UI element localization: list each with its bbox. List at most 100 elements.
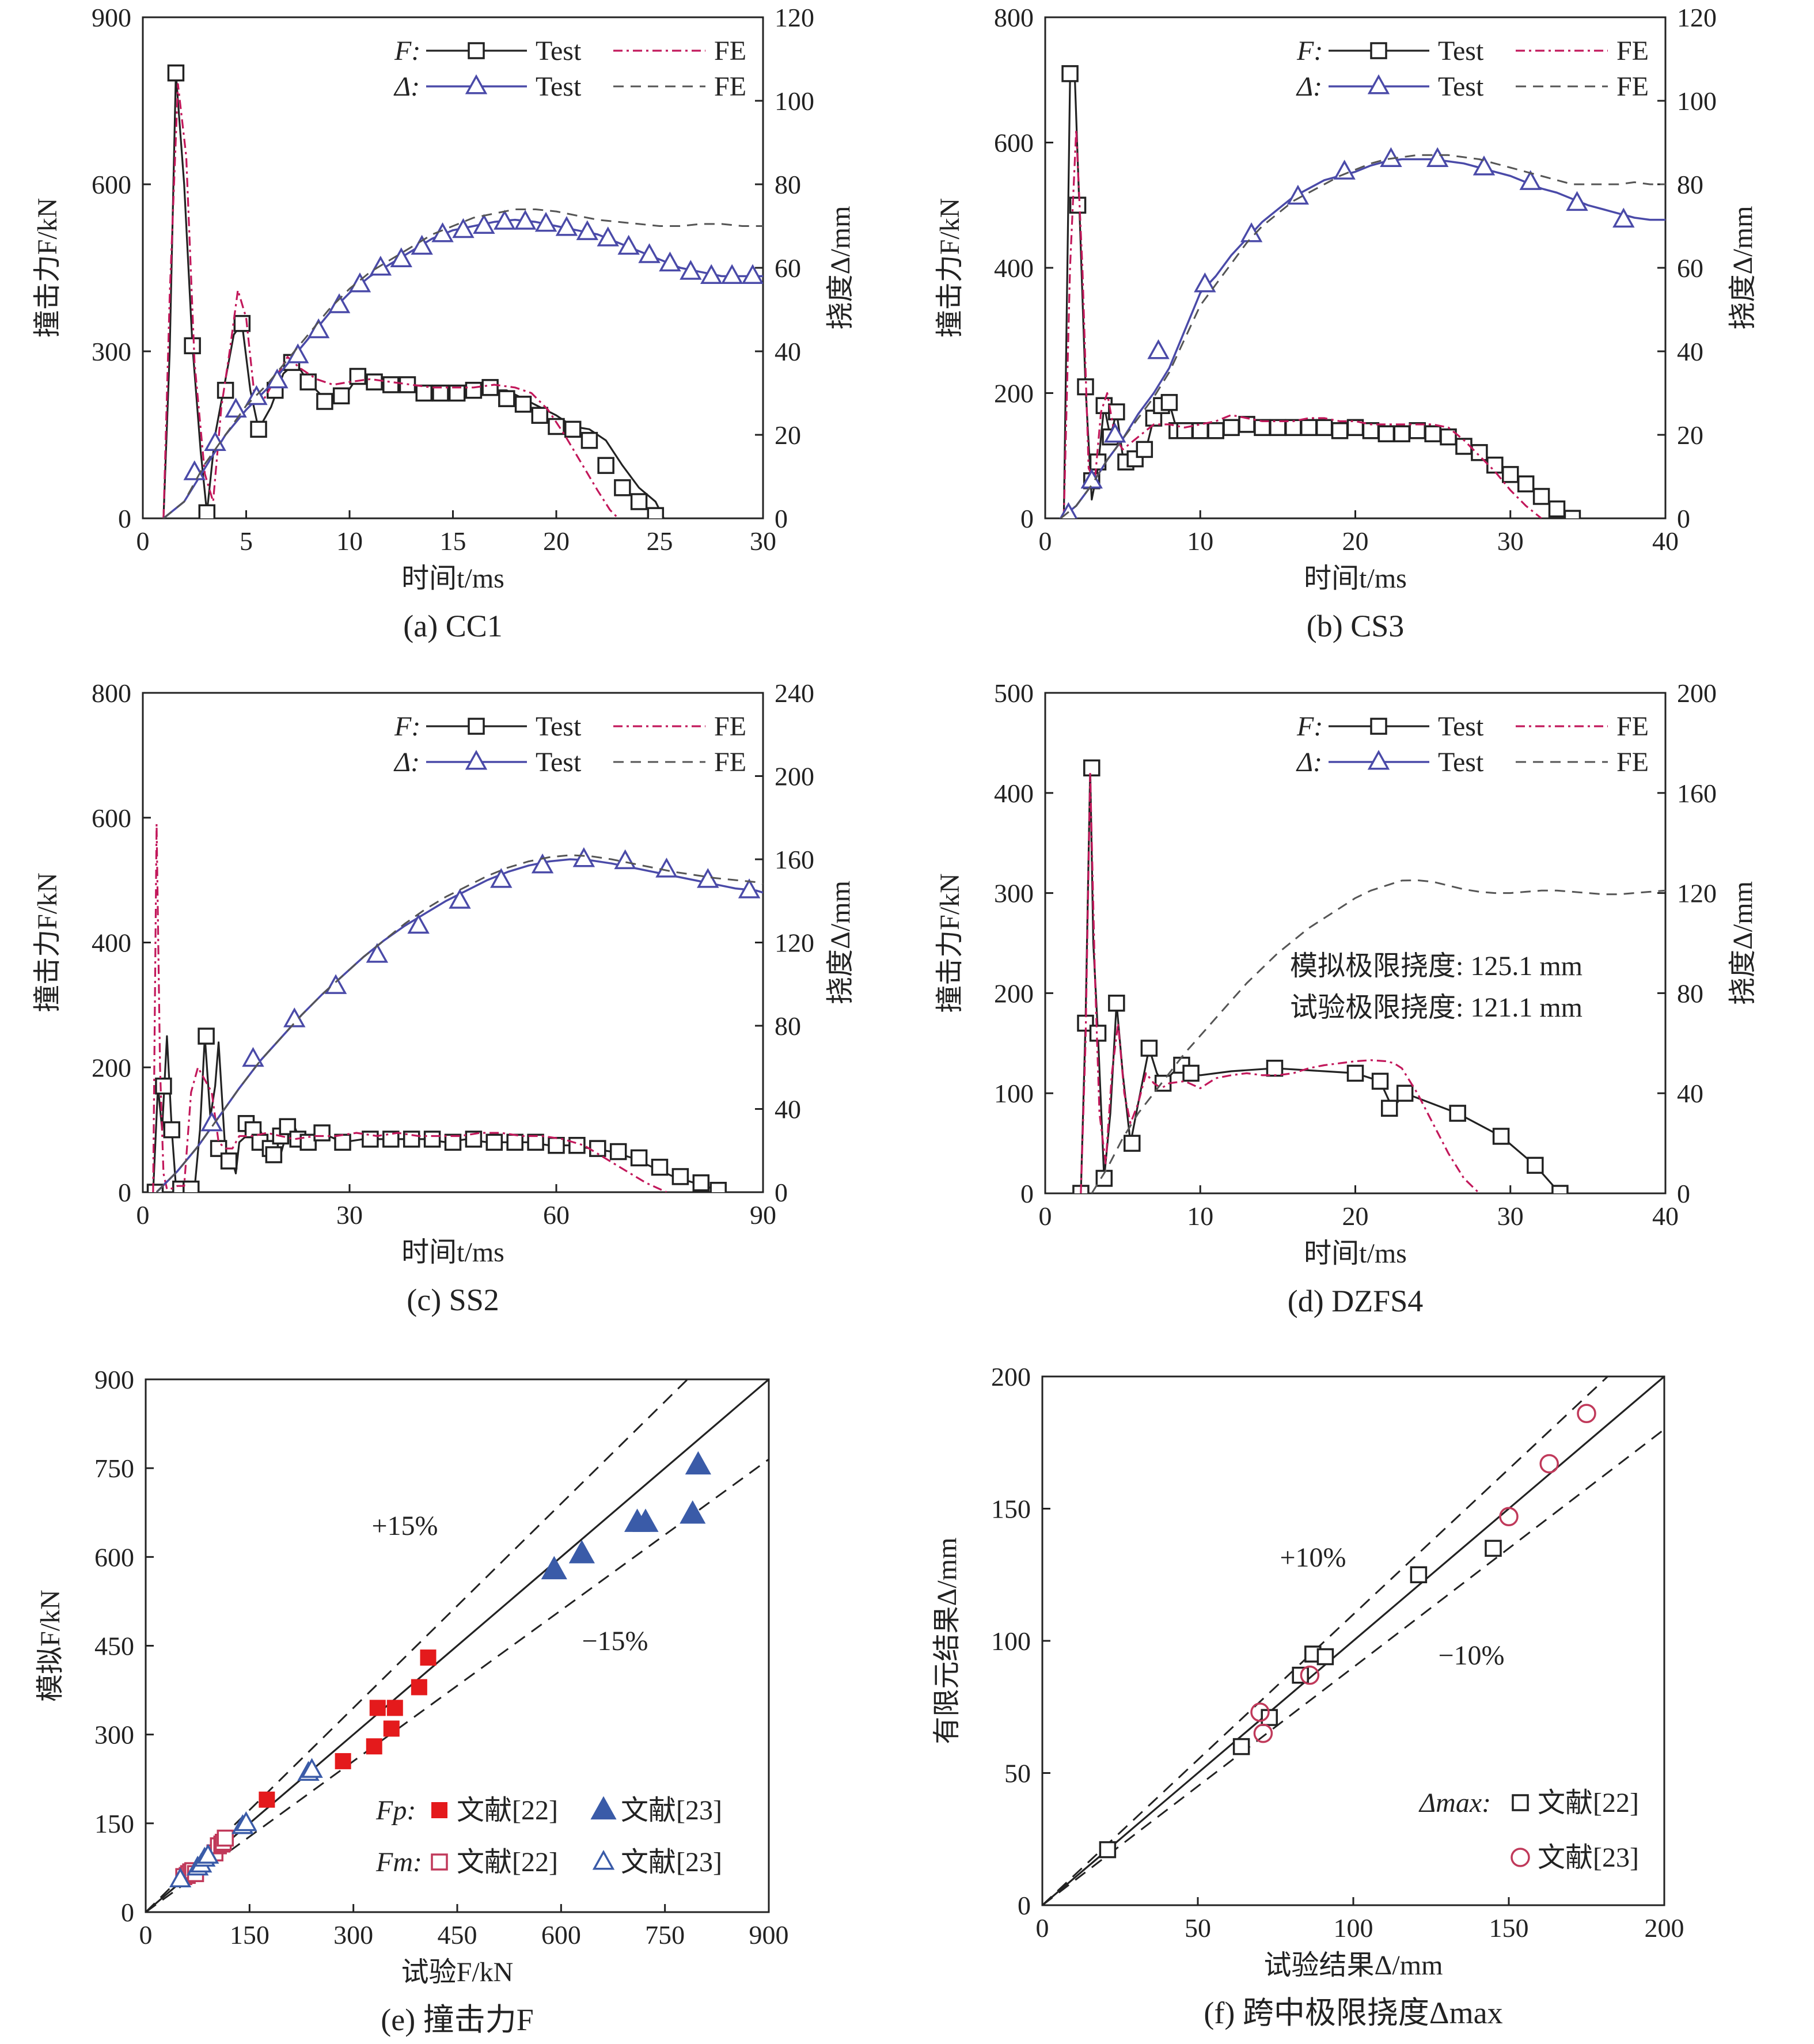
data-point xyxy=(415,384,432,402)
data-point xyxy=(155,1078,172,1095)
data-point xyxy=(366,1738,382,1755)
data-point xyxy=(169,1867,192,1887)
data-point xyxy=(452,218,475,238)
legend-fe-text: FE xyxy=(1616,711,1649,742)
data-point xyxy=(481,379,499,396)
y2-tick-label: 200 xyxy=(775,762,814,791)
data-point xyxy=(630,1149,648,1167)
data-point xyxy=(473,214,495,234)
x-tick-label: 40 xyxy=(1652,1201,1679,1231)
x-tick-label: 20 xyxy=(1342,526,1369,556)
data-point xyxy=(1527,1156,1544,1174)
legend-ref23-text: 文献[23] xyxy=(621,1795,722,1826)
legend: F: Δ: Test Test FE FE xyxy=(393,36,746,102)
data-point xyxy=(1124,1135,1141,1152)
x-tick-label: 50 xyxy=(1185,1913,1211,1943)
x-axis-label: 时间t/ms xyxy=(1304,563,1407,594)
legend-label-F: F: xyxy=(1296,711,1323,742)
y-axis-label: 撞击力F/kN xyxy=(935,198,965,338)
data-point xyxy=(1266,1060,1284,1077)
y2-tick-label: 0 xyxy=(1677,504,1690,533)
y2-tick-label: 40 xyxy=(1677,337,1703,366)
legend-label-D: Δ: xyxy=(1296,747,1322,778)
x-tick-label: 100 xyxy=(1334,1913,1373,1943)
x-tick-label: 750 xyxy=(645,1920,685,1950)
y-axis-label: 有限元结果Δ/mm xyxy=(932,1538,962,1745)
data-point xyxy=(313,1124,331,1142)
y-tick-label: 0 xyxy=(1020,504,1034,533)
y-tick-label: 600 xyxy=(92,170,131,199)
x-tick-label: 0 xyxy=(1039,526,1052,556)
y-axis-label: 撞击力F/kN xyxy=(32,873,63,1012)
y-axis-label: 撞击力F/kN xyxy=(32,198,63,338)
data-point xyxy=(316,393,333,410)
legend-label-F: F: xyxy=(394,36,420,66)
data-point xyxy=(555,216,578,236)
y-tick-label: 200 xyxy=(994,979,1034,1008)
legend-fe-text: FE xyxy=(1616,747,1649,778)
panel-f: 0 50 100 150 200 0 50 100 150 200 试验结果Δ/mm 有限元结果Δ/m… xyxy=(932,1362,1684,2030)
y-tick-label: 400 xyxy=(92,928,131,958)
legend-label-F: F: xyxy=(394,711,420,742)
data-point xyxy=(1269,419,1287,437)
data-point xyxy=(348,272,371,293)
data-point xyxy=(1612,207,1635,228)
legend-ref22-text: 文献[22] xyxy=(1538,1788,1639,1818)
data-point xyxy=(514,396,532,413)
data-point xyxy=(386,1700,403,1716)
y-tick-label: 0 xyxy=(1018,1891,1031,1920)
y-tick-label: 800 xyxy=(92,678,131,708)
y-tick-label: 900 xyxy=(92,3,131,32)
legend: F: Δ: Test Test FE FE xyxy=(1296,36,1649,102)
y-tick-label: 600 xyxy=(994,128,1034,158)
data-point xyxy=(335,1753,351,1769)
x-tick-label: 30 xyxy=(750,526,776,556)
data-point xyxy=(245,385,268,405)
data-point xyxy=(692,1174,710,1192)
data-point xyxy=(411,234,433,255)
data-point xyxy=(1532,488,1550,505)
legend: F: Δ: Test Test FE FE xyxy=(393,711,746,778)
x-tick-label: 900 xyxy=(749,1920,789,1950)
legend-label-F: F: xyxy=(1296,36,1323,66)
y-tick-label: 100 xyxy=(994,1079,1034,1108)
panel-caption: (f) 跨中极限挠度Δmax xyxy=(1204,1996,1502,2030)
legend-label-Fm: Fm: xyxy=(375,1847,422,1878)
legend-open-square xyxy=(1512,1794,1529,1811)
data-point xyxy=(651,1158,669,1176)
y2-tick-label: 80 xyxy=(775,170,801,199)
data-point xyxy=(1471,444,1488,461)
data-point xyxy=(609,1143,627,1161)
data-point xyxy=(1238,416,1255,433)
data-point xyxy=(332,387,350,405)
legend-fe-text: FE xyxy=(1616,71,1649,102)
data-point xyxy=(301,1758,323,1778)
data-point xyxy=(407,913,430,934)
data-point xyxy=(235,1811,257,1831)
legend-filled-square xyxy=(431,1802,447,1818)
data-point xyxy=(1300,419,1318,437)
plot-frame xyxy=(1044,692,1667,1194)
data-point xyxy=(411,1679,427,1696)
y2-tick-label: 80 xyxy=(775,1011,801,1041)
data-point xyxy=(1380,1099,1398,1117)
data-point xyxy=(1287,184,1310,205)
data-point xyxy=(259,1791,275,1808)
y2-tick-label: 0 xyxy=(775,504,788,533)
data-point xyxy=(506,1133,523,1151)
data-point xyxy=(183,1180,200,1192)
series-line-test-triangle xyxy=(1060,158,1665,518)
y-tick-label: 200 xyxy=(994,379,1034,408)
x-tick-label: 15 xyxy=(440,526,466,556)
legend-test-text: Test xyxy=(1438,747,1484,778)
series-line-fe-force xyxy=(1062,129,1542,518)
data-point xyxy=(362,1131,379,1148)
upper-band-line xyxy=(1042,1376,1610,1905)
y-axis-label: 模拟F/kN xyxy=(35,1590,66,1702)
series-line-fe-force xyxy=(1080,772,1481,1193)
y2-axis-label: 挠度Δ/mm xyxy=(1728,881,1758,1005)
data-point xyxy=(1371,1072,1389,1090)
panel-a: 0 5 10 15 20 25 300300600900020406080100120时间t… xyxy=(32,3,856,643)
y2-tick-label: 20 xyxy=(1677,420,1703,450)
